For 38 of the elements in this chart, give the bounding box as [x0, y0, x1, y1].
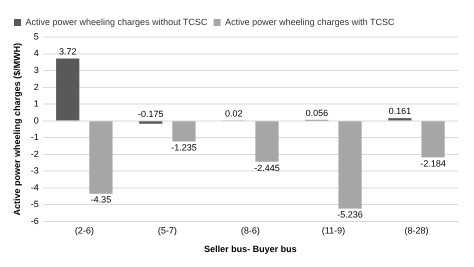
bar: [255, 121, 279, 162]
y-tick-label: 2: [34, 82, 39, 92]
data-label: -5.236: [337, 210, 363, 220]
x-tick-label: (5-7): [158, 225, 177, 236]
data-label: -2.445: [254, 162, 280, 173]
x-tick-label: (8-6): [240, 225, 260, 236]
data-label: 0.161: [388, 106, 412, 116]
y-tick-label: -2: [30, 148, 39, 159]
x-axis-title: Seller bus- Buyer bus: [204, 244, 297, 254]
data-label: -1.235: [171, 142, 197, 153]
legend-label: Active power wheeling charges with TCSC: [225, 16, 395, 27]
y-tick-label: 4: [34, 48, 39, 58]
data-label: -4.35: [90, 194, 112, 205]
y-tick-label: 5: [34, 31, 39, 42]
data-label: 3.72: [58, 46, 76, 56]
y-tick-label: -5: [30, 199, 39, 210]
bar: [172, 121, 196, 142]
bar: [56, 58, 80, 120]
x-tick-label: (8-28): [404, 225, 428, 236]
bar: [89, 121, 113, 194]
y-tick-label: -6: [30, 216, 39, 226]
y-tick-label: 0: [34, 115, 39, 126]
data-label: 0.056: [306, 108, 328, 118]
y-tick-label: -1: [30, 132, 39, 142]
y-tick-label: 3: [34, 65, 39, 76]
y-axis-title: Active power wheeling charges ($/MWH): [12, 42, 22, 216]
legend-label: Active power wheeling charges without TCSC: [26, 16, 208, 27]
bar: [421, 121, 445, 158]
y-tick-label: 1: [34, 98, 39, 109]
y-tick-label: -4: [30, 182, 39, 192]
y-tick-label: -3: [30, 166, 39, 176]
x-tick-label: (2-6): [74, 225, 94, 236]
data-label: 0.02: [225, 108, 243, 118]
bar: [338, 121, 362, 209]
bar: [139, 121, 162, 124]
data-label: -0.175: [138, 108, 164, 119]
x-tick-label: (11-9): [322, 225, 346, 236]
data-label: -2.184: [420, 158, 446, 168]
